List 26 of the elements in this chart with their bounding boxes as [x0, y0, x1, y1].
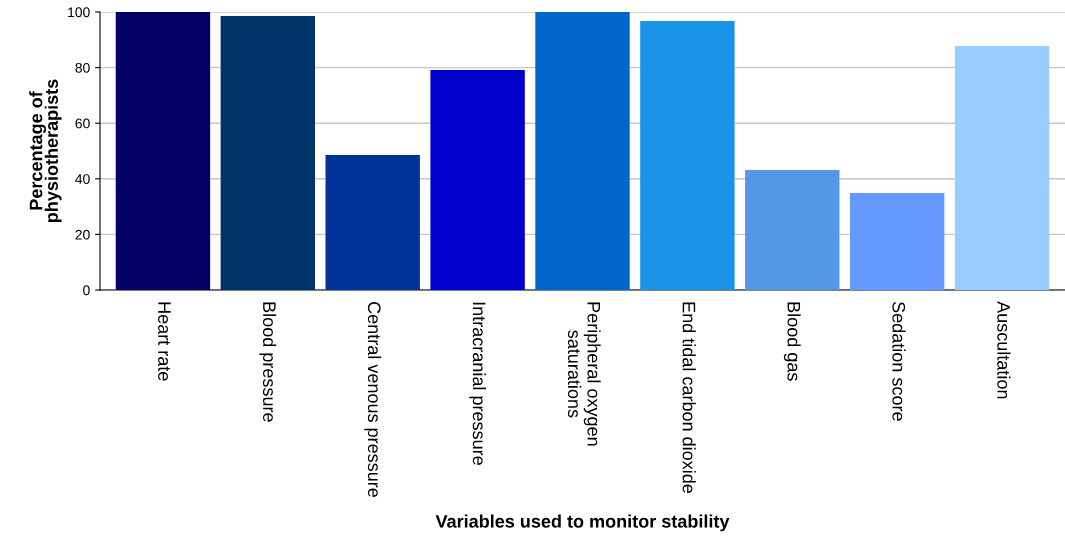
x-tick-label: Blood pressure [259, 302, 277, 422]
x-tick-label: Auscultation [997, 301, 1011, 399]
y-tick-label: 60 [75, 118, 90, 129]
bar [430, 70, 525, 290]
bar [325, 154, 420, 290]
bar [849, 192, 945, 290]
bar [535, 12, 630, 290]
y-axis-title: Percentage of physiotherapists [29, 79, 62, 223]
bar [745, 169, 840, 290]
x-tick-label: Sedation score [892, 301, 906, 421]
x-tick-label: Intracranial pressure [469, 302, 487, 465]
x-tick-label: Blood gas [783, 302, 801, 381]
y-tick-label: 100 [68, 7, 90, 18]
bar [115, 12, 211, 290]
x-tick-label: Central venous pressure [364, 302, 382, 498]
x-tick-label: Peripheral oxygen saturations [567, 302, 601, 446]
bar [640, 20, 735, 290]
x-tick-label: End tidal carbon dioxide [682, 302, 696, 494]
x-tick-label: Heart rate [158, 302, 171, 381]
x-axis-title: Variables used to monitor stability [435, 514, 730, 532]
bar [220, 15, 316, 290]
bar [954, 45, 1050, 290]
y-tick-label: 40 [75, 174, 90, 184]
y-tick-label: 20 [75, 229, 90, 240]
y-tick-label: 0 [83, 285, 90, 296]
y-tick-label: 80 [75, 62, 90, 73]
